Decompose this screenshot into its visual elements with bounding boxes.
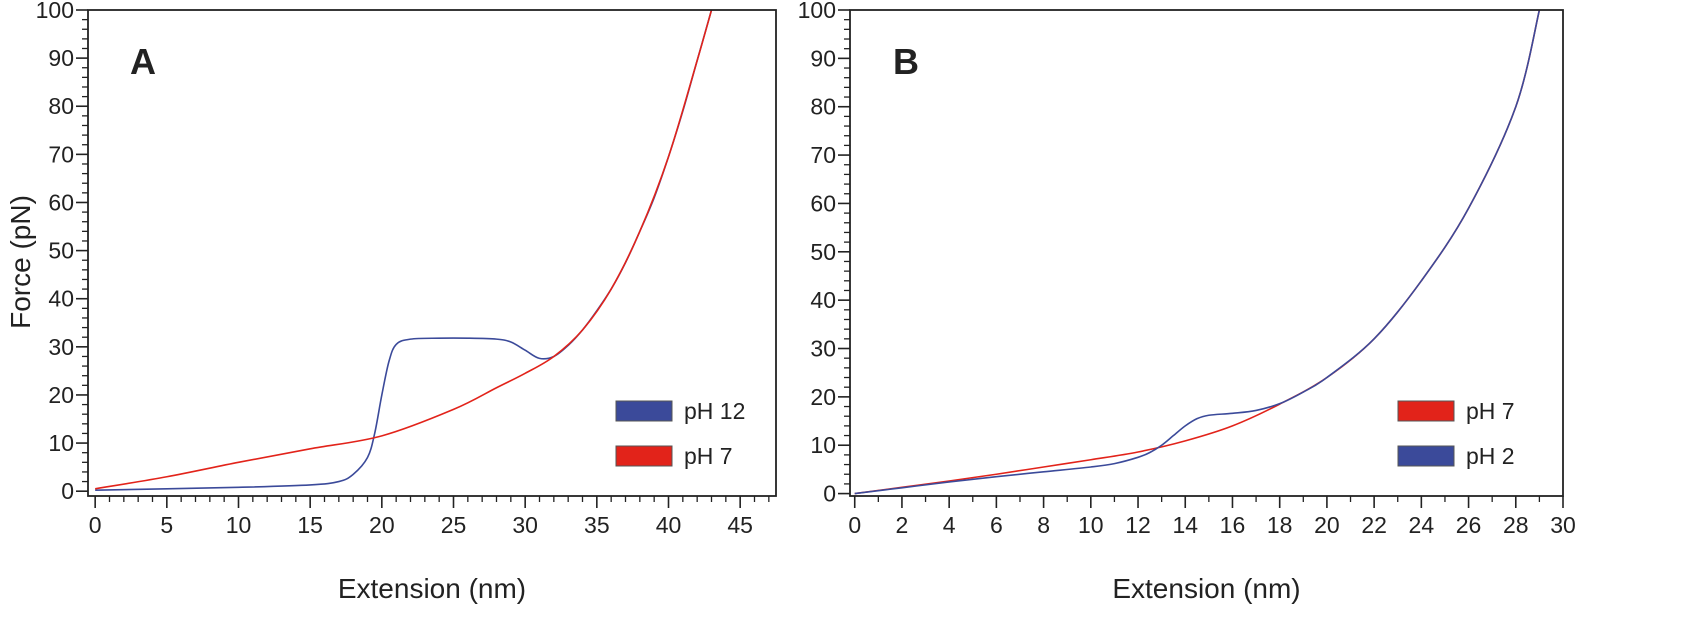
- x-tick-label: 4: [943, 512, 956, 538]
- x-tick-label: 0: [89, 512, 102, 538]
- legend-swatch-ph12: [615, 400, 673, 422]
- y-tick-label: 70: [810, 142, 836, 168]
- y-tick-label: 60: [810, 190, 836, 216]
- y-tick-label: 90: [810, 45, 836, 71]
- x-tick-label: 5: [160, 512, 173, 538]
- x-tick-label: 22: [1361, 512, 1387, 538]
- series-line-ph7: [95, 10, 713, 490]
- x-tick-label: 8: [1037, 512, 1050, 538]
- x-tick-label: 18: [1267, 512, 1293, 538]
- x-tick-label: 26: [1456, 512, 1482, 538]
- x-tick-label: 45: [727, 512, 753, 538]
- series-line-ph2: [854, 10, 1541, 495]
- x-axis-title: Extension (nm): [338, 573, 526, 604]
- x-tick-label: 16: [1220, 512, 1246, 538]
- legend-label-ph7: pH 7: [1466, 398, 1515, 424]
- plot-frame: [849, 9, 1564, 497]
- y-tick-label: 20: [810, 384, 836, 410]
- panel-label: B: [893, 41, 919, 82]
- legend-label-ph2: pH 2: [1466, 443, 1515, 469]
- x-tick-label: 20: [369, 512, 395, 538]
- y-tick-label: 10: [810, 432, 836, 458]
- y-tick-label: 10: [48, 430, 74, 456]
- x-tick-label: 14: [1172, 512, 1198, 538]
- plot-frame: [87, 9, 777, 497]
- y-tick-label: 80: [48, 93, 74, 119]
- y-tick-label: 40: [810, 287, 836, 313]
- x-tick-label: 12: [1125, 512, 1151, 538]
- legend-swatch-ph7: [615, 445, 673, 467]
- chart-panel-a: 0 5 10 15 20 25 30 35 40 45 0 10 20 30 40 50 60 70 80 90 100…: [36, 0, 777, 604]
- y-tick-label: 0: [61, 478, 74, 504]
- y-tick-label: 0: [823, 481, 836, 507]
- y-tick-label: 70: [48, 141, 74, 167]
- x-tick-label: 35: [584, 512, 610, 538]
- x-tick-label: 10: [1078, 512, 1104, 538]
- x-tick-label: 0: [848, 512, 861, 538]
- x-tick-label: 28: [1503, 512, 1529, 538]
- x-tick-label: 24: [1409, 512, 1435, 538]
- x-tick-label: 10: [226, 512, 252, 538]
- y-tick-label: 100: [798, 0, 836, 23]
- x-tick-label: 6: [990, 512, 1003, 538]
- x-tick-label: 25: [441, 512, 467, 538]
- y-tick-label: 50: [48, 238, 74, 264]
- x-tick-label: 20: [1314, 512, 1340, 538]
- legend-label-ph12: pH 12: [684, 398, 745, 424]
- y-tick-label: 80: [810, 94, 836, 120]
- chart-panel-b: 0 2 4 6 8 10 12 14 16 18 20 22 24 26 28 300102030405060…: [798, 0, 1576, 604]
- y-tick-label: 100: [36, 0, 74, 23]
- y-tick-label: 20: [48, 382, 74, 408]
- legend-swatch-ph7: [1397, 400, 1455, 422]
- x-axis-title: Extension (nm): [1112, 573, 1300, 604]
- x-tick-label: 15: [297, 512, 323, 538]
- x-tick-label: 2: [896, 512, 909, 538]
- x-tick-label: 30: [512, 512, 538, 538]
- x-tick-label: 30: [1550, 512, 1576, 538]
- y-tick-label: 40: [48, 286, 74, 312]
- y-tick-label: 30: [810, 336, 836, 362]
- legend-label-ph7: pH 7: [684, 443, 733, 469]
- x-tick-label: 40: [656, 512, 682, 538]
- y-tick-label: 30: [48, 334, 74, 360]
- y-tick-label: 60: [48, 189, 74, 215]
- legend-swatch-ph2: [1397, 445, 1455, 467]
- y-axis-title: Force (pN): [5, 195, 36, 329]
- y-tick-label: 50: [810, 239, 836, 265]
- panel-label: A: [130, 41, 156, 82]
- y-tick-label: 90: [48, 45, 74, 71]
